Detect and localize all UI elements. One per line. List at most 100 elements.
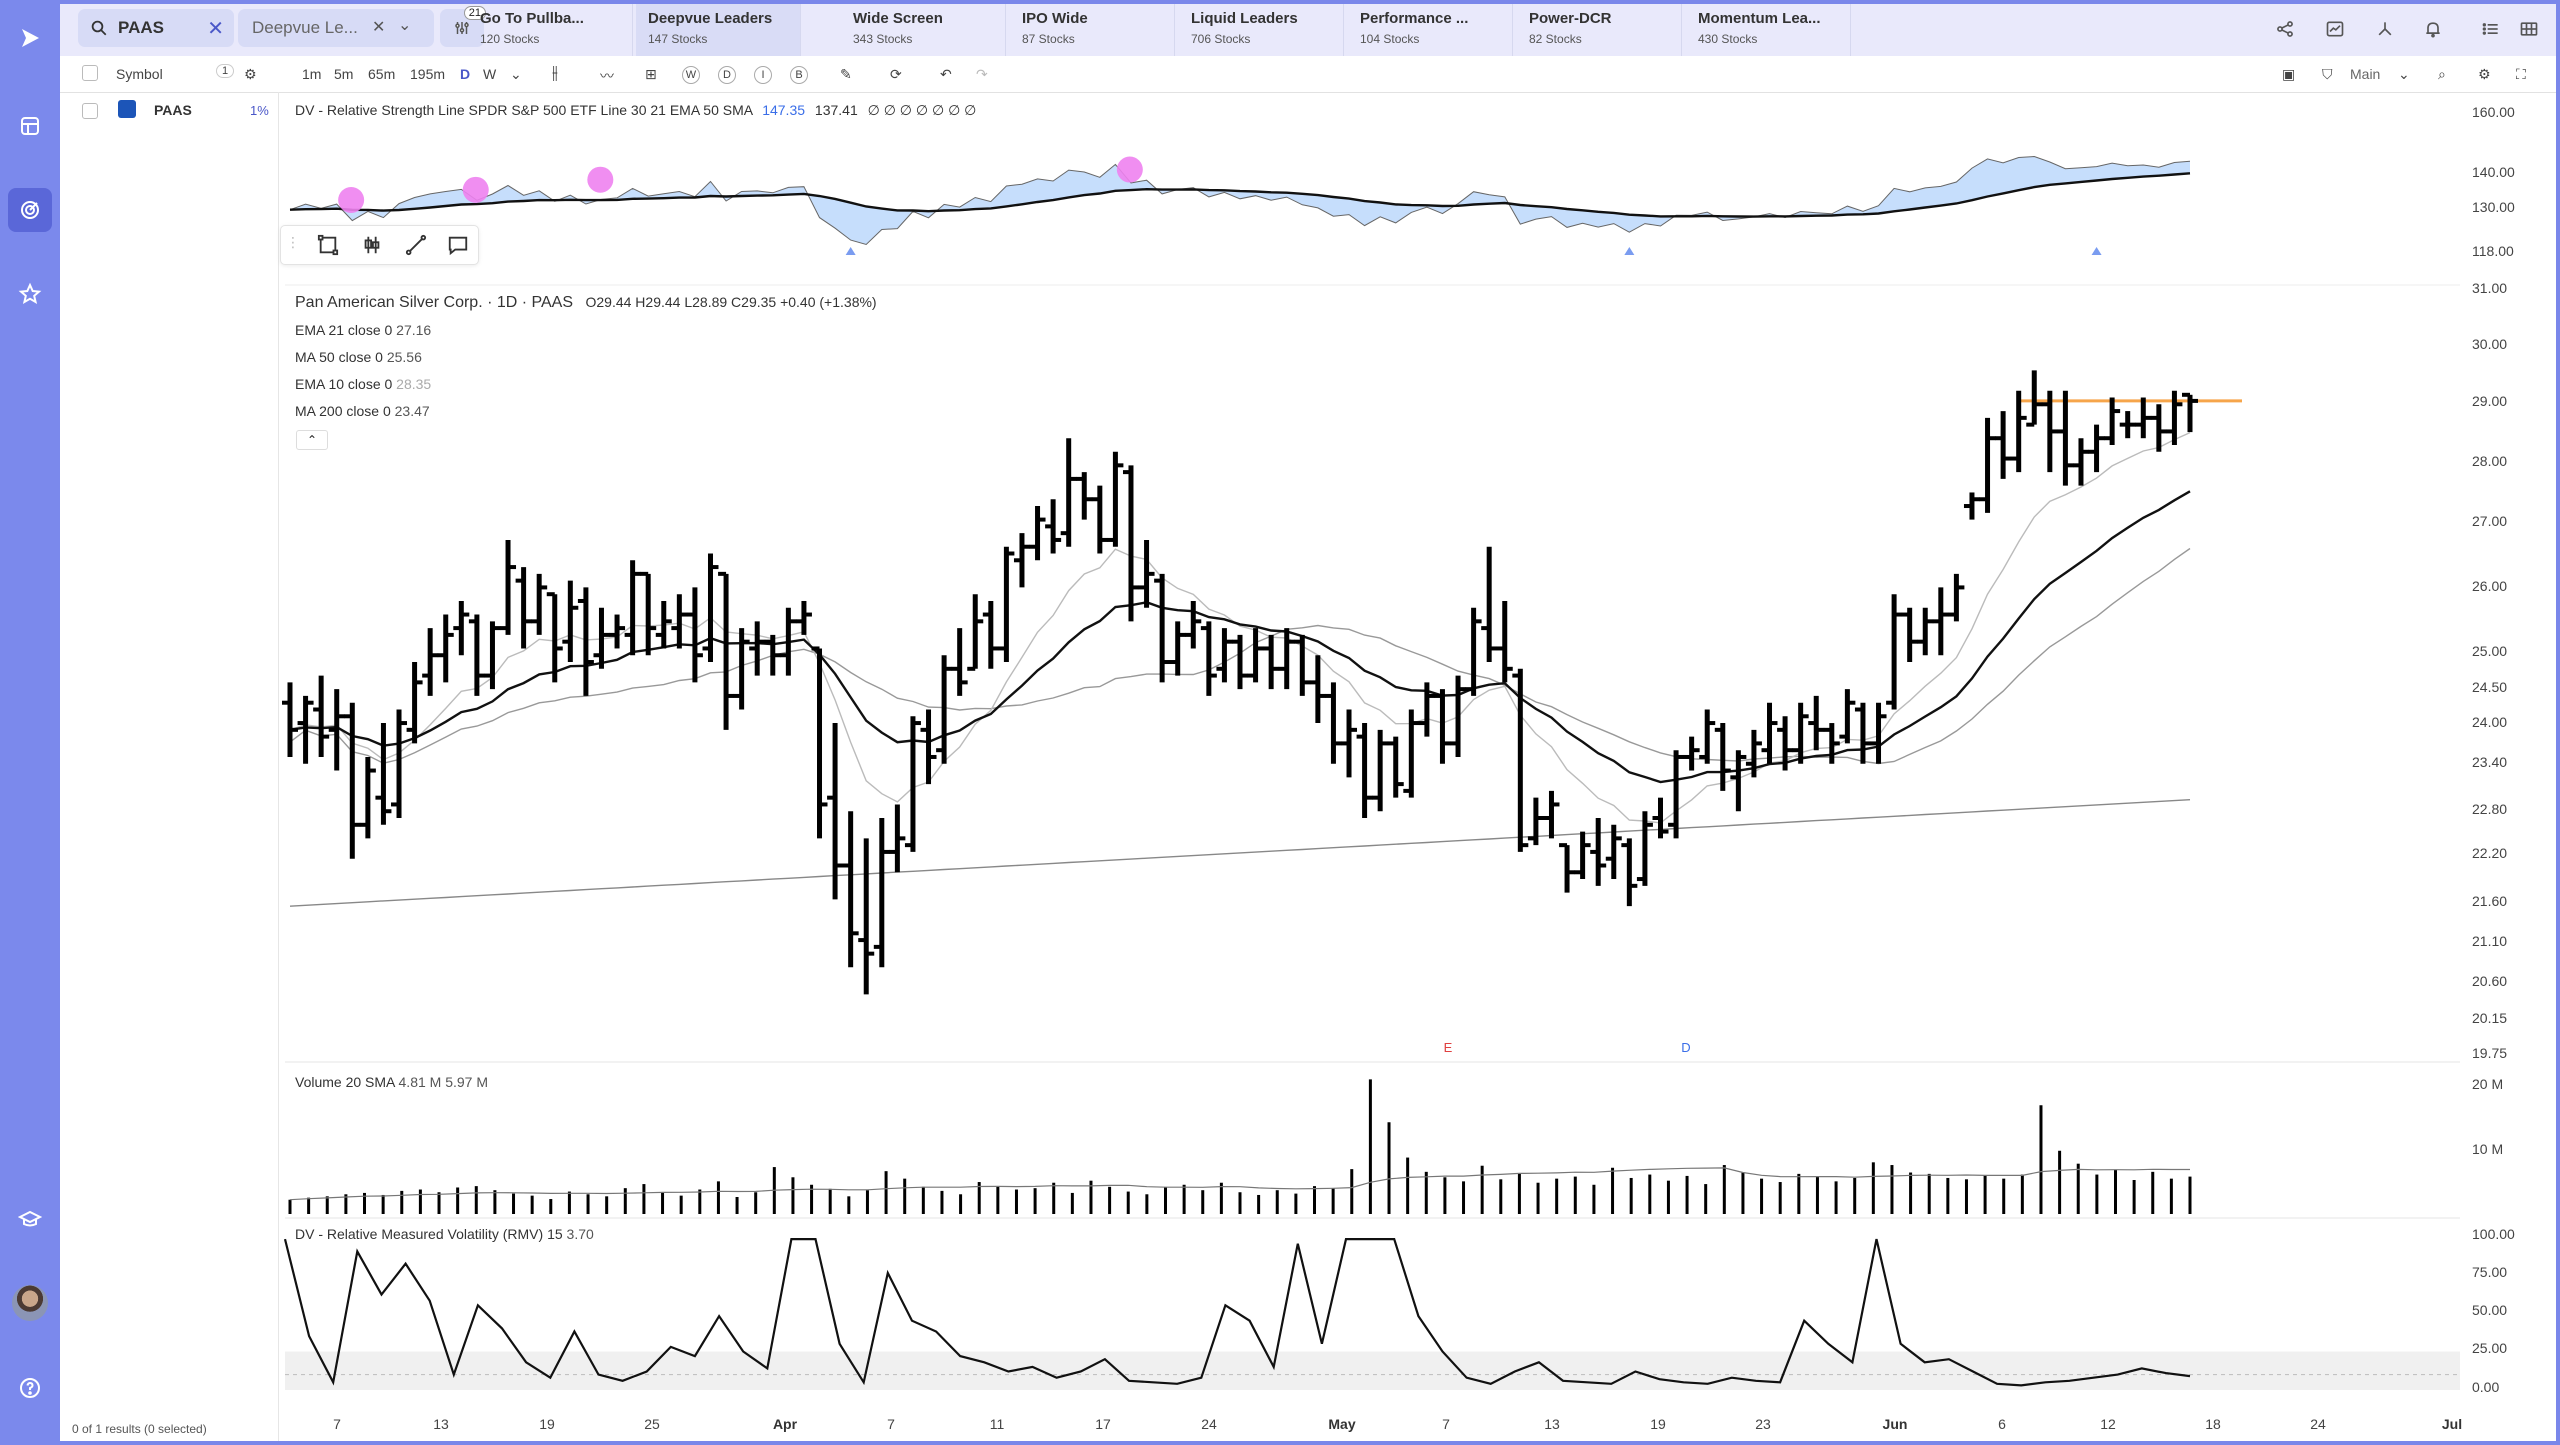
price-axis-label: 22.80 [2472,801,2508,817]
rs-tail: ∅ ∅ ∅ ∅ ∅ ∅ ∅ [867,102,977,118]
clear-search-icon[interactable]: ✕ [207,18,224,40]
rs-ema-line [289,172,2191,218]
trendline-tool-icon[interactable] [405,234,427,256]
chevron-down-icon[interactable]: ⌄ [398,17,412,34]
chart-icon[interactable] [2324,18,2346,40]
save-layout-icon[interactable]: ⛉ [2322,66,2333,82]
chart-settings-icon[interactable]: ⚙ [2478,66,2491,82]
tab-5[interactable]: Performance ... 104 Stocks [1348,4,1513,56]
mode-d-button[interactable]: D [718,66,736,84]
interval-5m[interactable]: 5m [334,66,354,82]
rs-legend-text: DV - Relative Strength Line SPDR S&P 500… [295,102,753,118]
tab-4[interactable]: Liquid Leaders 706 Stocks [1179,4,1344,56]
zoom-icon[interactable]: ⌕ [2438,66,2446,82]
rs-value-2: 137.41 [814,102,858,118]
comment-tool-icon[interactable] [447,234,469,256]
price-axis-label: 23.40 [2472,754,2508,770]
layout-icon[interactable]: ▣ [2282,66,2296,82]
close-watchlist-icon[interactable]: ✕ [372,19,386,36]
fullscreen-icon[interactable]: ⛶ [2516,66,2526,82]
list-view-icon[interactable] [2480,18,2502,40]
education-icon[interactable] [8,1198,52,1242]
help-icon[interactable] [8,1366,52,1410]
x-axis-label: 13 [1544,1416,1560,1432]
layout-chevron-icon[interactable]: ⌄ [2398,66,2410,82]
select-all-checkbox[interactable] [82,65,98,81]
x-axis-label: 24 [2310,1416,2326,1432]
ema21-legend: EMA 21 close 0 27.16 [295,322,431,338]
event-marker[interactable]: E [1443,1040,1453,1055]
ma50-legend: MA 50 close 0 25.56 [295,349,422,365]
drag-handle-icon[interactable]: ⋮ [286,234,300,250]
logo-icon[interactable] [8,16,52,60]
search-box[interactable]: PAAS ✕ [78,9,234,47]
interval-d[interactable]: D [460,66,471,82]
x-axis-label: 17 [1095,1416,1111,1432]
mode-i-button[interactable]: I [754,66,772,84]
tab-3[interactable]: IPO Wide 87 Stocks [1010,4,1175,56]
ma200-value: 23.47 [394,403,430,419]
price-axis-label: 24.00 [2472,714,2508,730]
rs-fill-area [290,156,2190,245]
interval-chevron-icon[interactable]: ⌄ [510,66,522,82]
bar-style-icon[interactable]: ⫲ [552,62,558,82]
x-axis-label: 18 [2205,1416,2221,1432]
redo-icon[interactable]: ↷ [976,66,988,82]
collapse-legend-button[interactable]: ⌃ [296,430,328,450]
tab-1[interactable]: Deepvue Leaders 147 Stocks [636,4,801,56]
volume-axis-label: 10 M [2472,1141,2504,1157]
avatar[interactable] [12,1285,48,1321]
undo-icon[interactable]: ↶ [940,66,952,82]
rectangle-tool-icon[interactable] [317,234,339,256]
event-marker[interactable]: D [1681,1040,1691,1055]
price-axis-label: 20.15 [2472,1010,2508,1026]
templates-icon[interactable]: ⊞ [645,66,657,82]
grid-view-icon[interactable] [2518,18,2540,40]
x-axis-label: 7 [333,1416,341,1432]
symbol-count-badge: 1 [216,64,235,78]
x-axis-label: Jun [1882,1416,1908,1432]
alerts-button[interactable]: 21 [440,6,486,47]
search-input[interactable]: PAAS [118,18,164,37]
tab-2[interactable]: Wide Screen 343 Stocks [841,4,1006,56]
interval-1m[interactable]: 1m [302,66,322,82]
tab-0[interactable]: Go To Pullba... 120 Stocks [468,4,633,56]
watchlist-select[interactable]: Deepvue Le... ✕ ⌄ [238,9,434,47]
interval-w[interactable]: W [483,66,497,82]
refresh-icon[interactable]: ⟳ [890,66,902,82]
volume-value-2: 5.97 M [445,1074,489,1090]
mode-w-button[interactable]: W [682,66,700,84]
row-checkbox[interactable] [82,103,98,119]
tab-7[interactable]: Momentum Lea... 430 Stocks [1686,4,1851,56]
price-legend-title: Pan American Silver Corp. · 1D · PAAS [295,294,574,311]
rmv-axis-label: 50.00 [2472,1302,2508,1318]
gear-icon[interactable]: ⚙ [244,66,257,82]
interval-195m[interactable]: 195m [410,66,446,82]
price-axis-label: 27.00 [2472,513,2508,529]
rmv-label: DV - Relative Measured Volatility (RMV) … [295,1226,563,1242]
bell-icon[interactable] [2422,18,2444,40]
symbol-column-header[interactable]: Symbol [116,66,163,82]
tab-6[interactable]: Power-DCR 82 Stocks [1517,4,1682,56]
star-icon[interactable] [8,272,52,316]
dashboard-icon[interactable] [8,104,52,148]
indicators-icon[interactable]: 〰 [600,68,614,84]
eraser-icon[interactable]: ✎ [840,66,852,82]
candles-tool-icon[interactable] [361,234,383,256]
radar-icon[interactable] [8,188,52,232]
tab-subtitle: 147 Stocks [648,32,708,46]
watchlist-name: Deepvue Le... [252,18,358,37]
watchlist-row[interactable]: PAAS 1% [60,92,278,130]
x-axis-label: 19 [1650,1416,1666,1432]
branch-icon[interactable] [2374,18,2396,40]
mode-b-button[interactable]: B [790,66,808,84]
share-icon[interactable] [2274,18,2296,40]
tab-title: Power-DCR [1529,10,1612,27]
layout-select[interactable]: Main [2350,66,2381,82]
rs-axis-label: 160.00 [2472,104,2515,120]
status-text: 0 of 1 results (0 selected) [72,1422,207,1436]
new-high-marker [1116,156,1143,183]
drawing-toolbar: ⋮ [280,225,479,265]
interval-65m[interactable]: 65m [368,66,396,82]
